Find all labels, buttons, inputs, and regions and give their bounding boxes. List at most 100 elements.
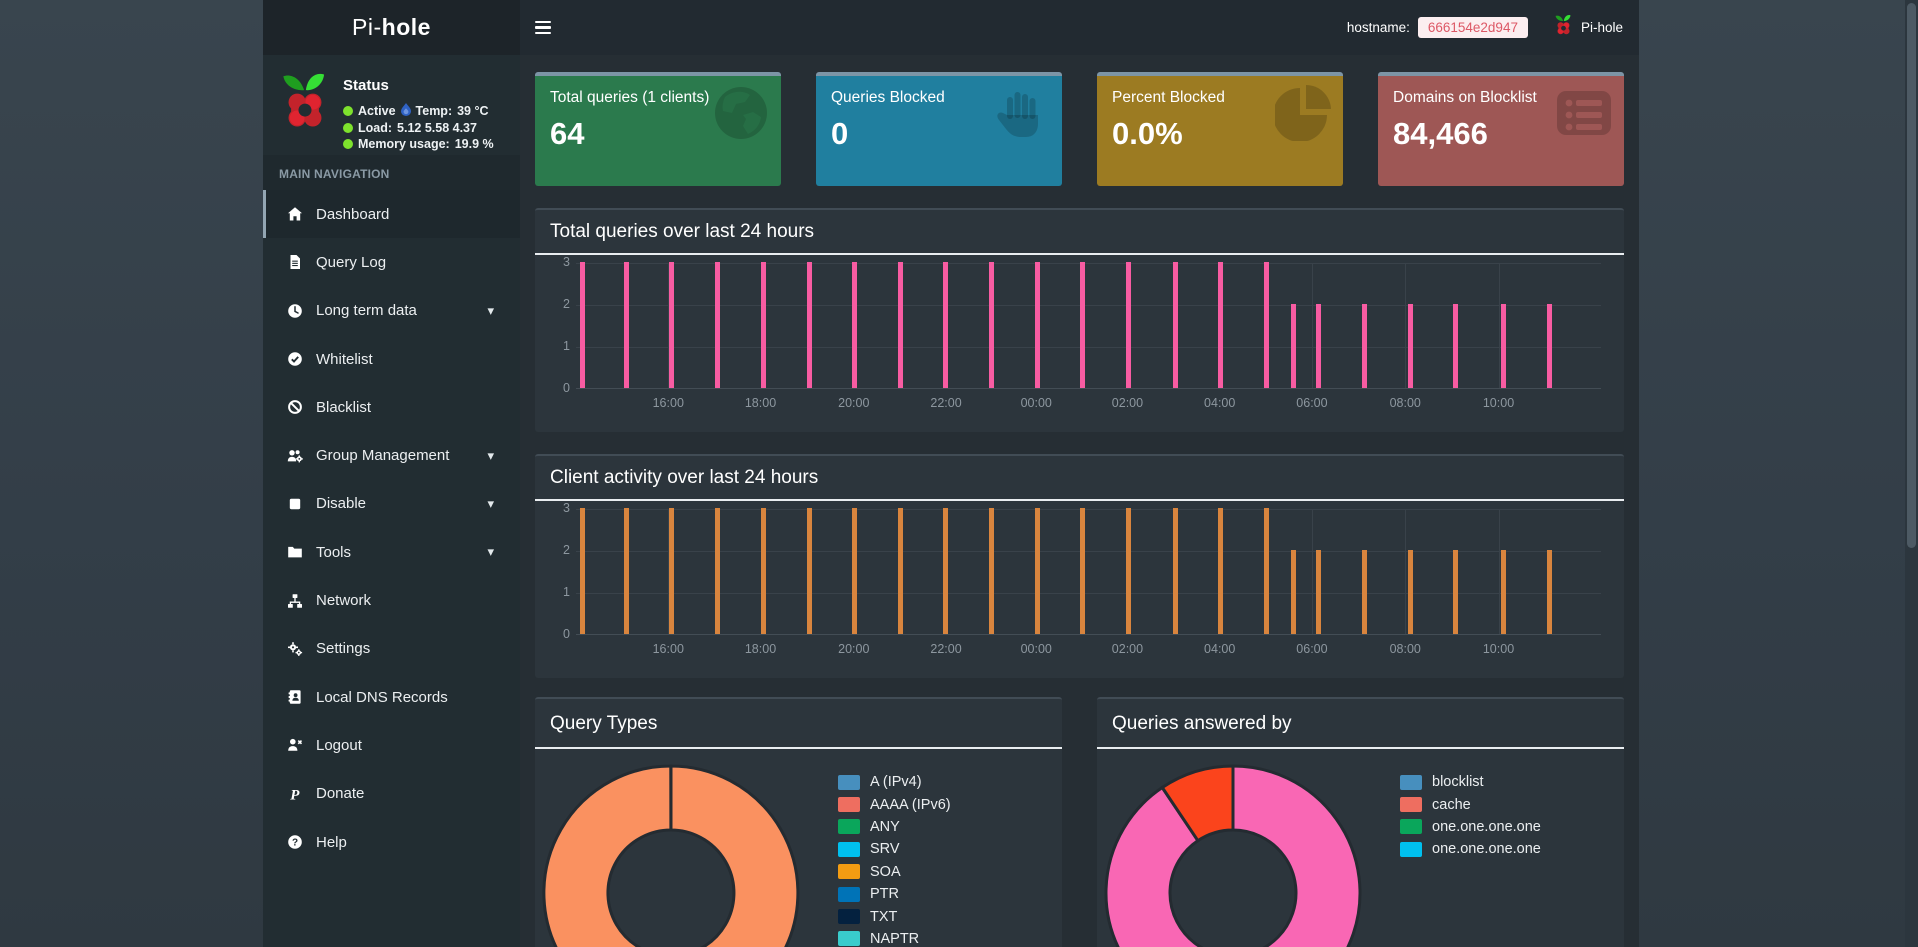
bar-03:00 [1172,262,1178,388]
sidebar-toggle-button[interactable] [520,0,566,55]
legend-label: SRV [870,841,900,858]
app-logo[interactable]: Pi-hole [263,0,520,55]
users-gear-icon [285,448,305,464]
legend-item-blocklist[interactable]: blocklist [1400,771,1541,793]
sidebar-item-network[interactable]: Network [263,576,520,624]
sidebar: Status Active Temp: 39 °C Load: 5.12 5.5… [263,55,520,947]
panel-title: Query Types [535,699,1062,749]
sidebar-item-local-dns-records[interactable]: Local DNS Records [263,673,520,721]
stop-icon [285,496,305,512]
bar-22:00 [942,508,948,634]
legend-label: blocklist [1432,774,1484,791]
sidebar-item-label: Dashboard [316,205,390,223]
svg-text:P: P [290,787,300,802]
sidebar-item-long-term-data[interactable]: Long term data ▾ [263,287,520,335]
legend-item-ptr[interactable]: PTR [838,883,951,905]
bar-01:00 [1080,508,1086,634]
legend-label: one.one.one.one [1432,818,1541,835]
bar-01:00 [1080,262,1086,388]
legend-label: NAPTR [870,930,920,947]
legend-swatch [838,909,860,925]
client-activity-chart: 0 1 2 3 16:00 18:00 20:00 22:00 00:00 02:00 04:00 0… [550,501,1609,671]
legend-item-a-ipv4[interactable]: A (IPv4) [838,771,951,793]
legend-label: A (IPv4) [870,774,922,791]
legend-swatch [838,931,860,947]
bar-00:00 [1035,508,1041,634]
chevron-down-icon: ▾ [487,544,494,560]
sidebar-item-group-management[interactable]: Group Management ▾ [263,431,520,479]
raspberry-icon [1554,13,1573,42]
sidebar-item-logout[interactable]: Logout [263,721,520,769]
sidebar-item-whitelist[interactable]: Whitelist [263,335,520,383]
y-axis-tick-label: 0 [563,627,570,641]
bar-18:00 [760,262,766,388]
legend-label: one.one.one.one [1432,841,1541,858]
bar-07:05 [1362,304,1368,388]
sidebar-menu: Dashboard Query Log Long term data ▾ Whiteli… [263,190,520,866]
sidebar-item-disable[interactable]: Disable ▾ [263,480,520,528]
stat-card-queries-blocked: Queries Blocked 0 [816,72,1062,186]
y-axis-tick-label: 1 [563,339,570,353]
bar-21:00 [897,508,903,634]
panel-title: Total queries over last 24 hours [535,210,1624,255]
list-icon [1556,85,1612,146]
sidebar-item-blacklist[interactable]: Blacklist [263,383,520,431]
x-axis-tick-label: 16:00 [652,642,684,656]
x-axis-tick-label: 04:00 [1204,396,1236,410]
legend-swatch [1400,774,1422,790]
x-axis-tick-label: 04:00 [1204,642,1236,656]
donut-chart-canvas [1104,764,1362,947]
legend-item-any[interactable]: ANY [838,816,951,838]
sidebar-item-help[interactable]: ? Help [263,818,520,866]
sidebar-item-label: Whitelist [316,350,373,368]
legend-swatch [1400,841,1422,857]
legend-item-one-one-one-one[interactable]: one.one.one.one [1400,838,1541,860]
stat-card-domains-on-blocklist: Domains on Blocklist 84,466 [1378,72,1624,186]
bar-08:05 [1408,304,1414,388]
queries-over-time-chart: 0 1 2 3 16:00 18:00 20:00 22:00 00:00 02:00 04:00 0… [550,255,1609,425]
legend-item-cache[interactable]: cache [1400,793,1541,815]
x-axis-tick-label: 08:00 [1389,396,1421,410]
legend-item-soa[interactable]: SOA [838,861,951,883]
legend-item-srv[interactable]: SRV [838,838,951,860]
scrollbar-thumb[interactable] [1907,3,1916,548]
card-value: 64 [550,116,585,151]
bar-05:00 [1263,262,1269,388]
sidebar-item-settings[interactable]: Settings [263,625,520,673]
sidebar-item-donate[interactable]: P Donate [263,770,520,818]
client-activity-panel: Client activity over last 24 hours 0 1 2 3 1… [535,454,1624,678]
panel-title: Client activity over last 24 hours [535,456,1624,501]
bar-19:00 [806,262,812,388]
sidebar-item-query-log[interactable]: Query Log [263,238,520,286]
globe-icon [713,85,769,146]
sidebar-item-dashboard[interactable]: Dashboard [263,190,520,239]
y-axis-tick-label: 3 [563,255,570,269]
gears-icon [285,641,305,657]
check-circle-icon [285,351,305,367]
sidebar-item-label: Network [316,592,372,610]
brand-prefix: Pi- [352,14,382,40]
chart-legend: blocklist cache one.one.one.one one.one.one… [1400,771,1541,861]
x-axis-tick-label: 06:00 [1296,396,1328,410]
legend-item-txt[interactable]: TXT [838,905,951,927]
legend-item-naptr[interactable]: NAPTR [838,928,951,947]
bar-16:00 [669,508,675,634]
sidebar-item-tools[interactable]: Tools ▾ [263,528,520,576]
top-navbar: Pi-hole hostname: 666154e2d947 Pi-hole [263,0,1639,55]
legend-item-aaaa-ipv6[interactable]: AAAA (IPv6) [838,793,951,815]
bar-05:35 [1291,304,1297,388]
clock-icon [285,303,305,319]
card-value: 0.0% [1112,116,1183,151]
legend-item-one-one-one-one[interactable]: one.one.one.one [1400,816,1541,838]
legend-label: AAAA (IPv6) [870,796,951,813]
bar-17:00 [715,508,721,634]
bar-07:05 [1362,550,1368,634]
status-ok-icon [343,106,353,116]
sidebar-item-label: Local DNS Records [316,688,448,706]
legend-label: PTR [870,886,899,903]
bar-09:00 [1453,550,1459,634]
sidebar-item-label: Donate [316,785,365,803]
stat-card-percent-blocked: Percent Blocked 0.0% [1097,72,1343,186]
sidebar-item-label: Blacklist [316,398,372,416]
x-axis-tick-label: 18:00 [744,396,777,410]
